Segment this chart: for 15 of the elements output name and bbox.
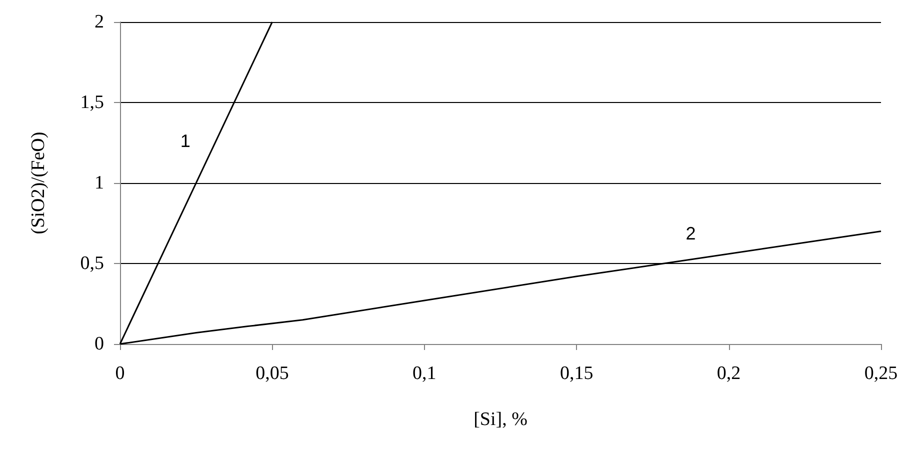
series-label: 2 bbox=[686, 223, 696, 244]
x-axis-title: [Si], % bbox=[474, 409, 528, 430]
x-tick-label: 0 bbox=[115, 363, 125, 384]
y-tick-label: 0 bbox=[94, 334, 104, 354]
y-axis-title: (SiO2)/(FeO) bbox=[28, 132, 49, 234]
x-tick-label: 0,25 bbox=[864, 363, 898, 384]
x-tick-label: 0,15 bbox=[560, 363, 594, 384]
y-tick-label: 1 bbox=[94, 172, 104, 194]
y-tick-label: 0,5 bbox=[80, 253, 104, 274]
y-tick-label: 2 bbox=[94, 12, 104, 32]
y-tick-label: 1,5 bbox=[80, 92, 104, 113]
x-tick-label: 0,1 bbox=[412, 363, 436, 384]
x-tick-label: 0,05 bbox=[256, 363, 289, 384]
x-tick-label: 0,2 bbox=[716, 363, 741, 384]
series-label: 1 bbox=[180, 130, 190, 151]
